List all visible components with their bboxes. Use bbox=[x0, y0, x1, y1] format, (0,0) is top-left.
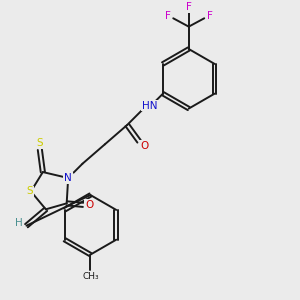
Text: S: S bbox=[26, 186, 33, 197]
Text: O: O bbox=[140, 141, 148, 151]
Text: F: F bbox=[165, 11, 171, 21]
Text: F: F bbox=[207, 11, 212, 21]
Text: S: S bbox=[37, 138, 43, 148]
Text: HN: HN bbox=[142, 100, 157, 111]
Text: N: N bbox=[64, 173, 72, 183]
Text: F: F bbox=[186, 2, 192, 12]
Text: CH₃: CH₃ bbox=[82, 272, 99, 280]
Text: H: H bbox=[15, 218, 23, 228]
Text: O: O bbox=[85, 200, 93, 210]
